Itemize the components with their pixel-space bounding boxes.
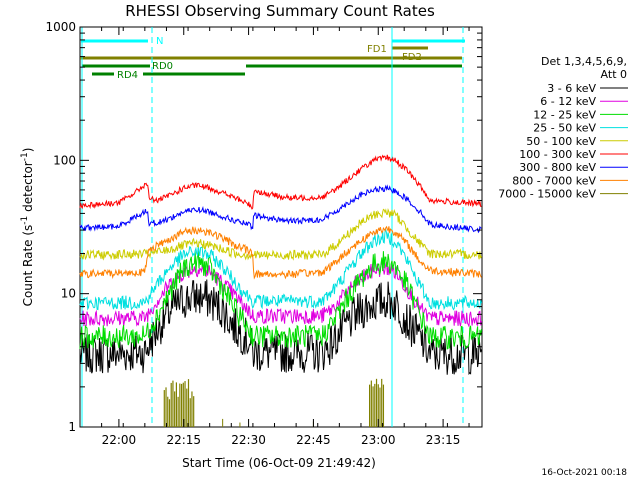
y-label-sup-1: -1 (20, 216, 30, 225)
chart-title: RHESSI Observing Summary Count Rates (125, 2, 435, 20)
y-label-part-3: ) (21, 148, 35, 153)
legend-label: 6 - 12 keV (540, 95, 596, 108)
legend-header-1: Det 1,3,4,5,6,9, (541, 55, 627, 68)
y-label-sup-2: -1 (20, 152, 30, 161)
series-line (79, 227, 482, 311)
series-line (79, 184, 482, 234)
series-layer (79, 154, 482, 427)
series-line (79, 154, 482, 210)
x-tick-label: 22:45 (296, 433, 331, 447)
saa-bars: N FD1 FD2 RD0 RD4 (80, 36, 465, 81)
x-tick-label: 23:00 (361, 433, 396, 447)
x-axis-label: Start Time (06-Oct-09 21:49:42) (182, 456, 376, 470)
legend-label: 50 - 100 keV (526, 135, 596, 148)
series-line (79, 279, 482, 375)
legend-label: 3 - 6 keV (547, 82, 596, 95)
fd2-label: FD2 (402, 52, 422, 63)
legend-header-2: Att 0 (601, 68, 627, 81)
legend-label: 12 - 25 keV (533, 108, 596, 121)
series-line (79, 208, 482, 261)
y-label-part-2: detector (21, 161, 35, 216)
timestamp: 16-Oct-2021 00:18 (542, 468, 628, 478)
rd4-label: RD4 (117, 70, 138, 81)
legend-label: 7000 - 15000 keV (498, 188, 596, 201)
legend-label: 300 - 800 keV (519, 161, 596, 174)
plot-frame (79, 26, 483, 428)
x-tick-label: 22:30 (231, 433, 266, 447)
y-tick-label: 10 (61, 287, 76, 301)
fd1-label: FD1 (367, 44, 387, 55)
y-tick-label: 1 (68, 420, 76, 434)
y-tick-label: 100 (53, 153, 76, 167)
night-bar-label: N (156, 36, 163, 47)
series-line (79, 251, 482, 350)
y-tick-label: 1000 (45, 20, 76, 34)
x-tick-label: 22:15 (166, 433, 201, 447)
legend-label: 100 - 300 keV (519, 148, 596, 161)
x-tick-label: 23:15 (426, 433, 461, 447)
svg-text:Count Rate (s-1 detector-1): Count Rate (s-1 detector-1) (20, 148, 35, 307)
legend-label: 800 - 7000 keV (512, 174, 596, 187)
series-line (79, 225, 482, 280)
x-tick-label: 22:00 (102, 433, 137, 447)
legend-label: 25 - 50 keV (533, 122, 596, 135)
y-axis-label: Count Rate (s-1 detector-1) (20, 148, 35, 307)
series-line (79, 261, 482, 327)
rd0-label: RD0 (152, 61, 173, 72)
axis-ticks: 22:00 22:15 22:30 22:45 23:00 23:15 1 10 100 1000 (45, 20, 482, 447)
y-label-part-1: Count Rate (s (21, 225, 35, 307)
